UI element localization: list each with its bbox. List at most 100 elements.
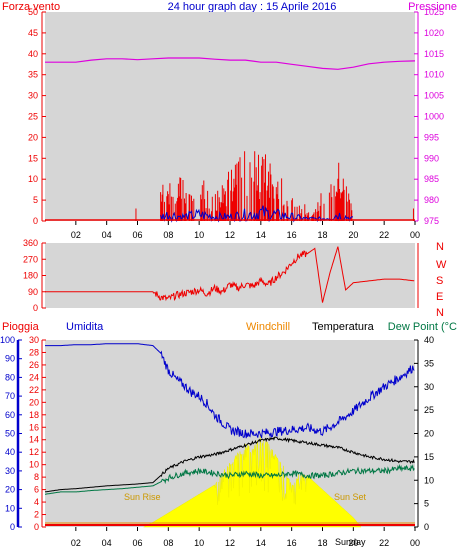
temperature-series — [44, 436, 415, 493]
wind-tick-label: 15 — [28, 153, 38, 163]
compass-label-e: E — [436, 291, 443, 303]
compass-label-n-bottom: N — [436, 307, 444, 319]
legend-temperature: Temperatura — [312, 321, 375, 333]
humidity-series — [45, 343, 415, 439]
time-tick-label: 22 — [379, 538, 389, 548]
sunrise-label: Sun Rise — [124, 492, 161, 502]
pressure-tick-label: 1025 — [424, 7, 444, 17]
direction-tick-label: 360 — [23, 238, 38, 248]
pressure-tick-label: 995 — [424, 132, 439, 142]
wind-axis-title: Forza vento — [2, 1, 60, 13]
time-tick-label: 06 — [132, 538, 142, 548]
pressure-tick-label: 1005 — [424, 91, 444, 101]
sunday-label: Sunday — [335, 537, 366, 547]
rain-tick-label: 10 — [29, 460, 39, 470]
temperature-tick-label: 35 — [424, 358, 434, 368]
compass-labels: N W S E N — [436, 241, 447, 319]
legend-dewpoint: Dew Point (°C — [388, 321, 457, 333]
time-tick-label: 20 — [348, 230, 358, 240]
humidity-tick-label: 70 — [5, 391, 15, 401]
humidity-tick-label: 60 — [5, 410, 15, 420]
direction-tick-label: 0 — [33, 303, 38, 313]
wind-tick-label: 0 — [33, 216, 38, 226]
time-tick-label: 02 — [71, 538, 81, 548]
rain-tick-label: 6 — [34, 485, 39, 495]
time-tick-label: 14 — [256, 230, 266, 240]
humidity-tick-label: 100 — [0, 335, 15, 345]
humidity-axis-ticks: 0 10 20 30 40 50 60 70 80 90 100 — [0, 335, 22, 532]
temperature-tick-label: 10 — [424, 475, 434, 485]
humidity-tick-label: 40 — [5, 447, 15, 457]
time-tick-label: 06 — [132, 230, 142, 240]
wind-tick-label: 5 — [33, 195, 38, 205]
time-axis-ticks-top: 02 04 06 08 10 12 14 16 18 20 22 00 — [71, 221, 420, 240]
humidity-tick-label: 90 — [5, 354, 15, 364]
direction-tick-label: 90 — [28, 287, 38, 297]
time-tick-label: 10 — [194, 230, 204, 240]
time-tick-label: 16 — [287, 538, 297, 548]
time-tick-label: 04 — [102, 538, 112, 548]
rain-tick-label: 0 — [34, 522, 39, 532]
legend-rain: Pioggia — [2, 321, 40, 333]
rain-tick-label: 22 — [29, 385, 39, 395]
pressure-tick-label: 1010 — [424, 70, 444, 80]
pressure-tick-label: 980 — [424, 195, 439, 205]
rain-tick-label: 20 — [29, 397, 39, 407]
wind-tick-label: 40 — [28, 49, 38, 59]
compass-label-n-top: N — [436, 241, 444, 253]
pressure-axis-ticks: 975 980 985 990 995 1000 1005 1010 1015 1020 1025 — [414, 7, 444, 226]
wind-axis-ticks: 0 5 10 15 20 25 30 35 40 45 50 — [28, 7, 46, 226]
wind-tick-label: 10 — [28, 174, 38, 184]
temperature-tick-label: 15 — [424, 452, 434, 462]
rain-tick-label: 16 — [29, 422, 39, 432]
time-tick-label: 18 — [317, 538, 327, 548]
time-tick-label: 00 — [410, 538, 420, 548]
temperature-axis-ticks: 0 5 10 15 20 25 30 35 40 — [414, 335, 434, 532]
rain-tick-label: 18 — [29, 410, 39, 420]
legend-humidity: Umidita — [66, 321, 104, 333]
chart-title: 24 hour graph day : 15 Aprile 2016 — [168, 1, 337, 13]
time-tick-label: 08 — [163, 538, 173, 548]
time-tick-label: 20 — [348, 538, 358, 548]
wind-tick-label: 35 — [28, 70, 38, 80]
time-tick-label: 14 — [256, 538, 266, 548]
humidity-tick-label: 80 — [5, 372, 15, 382]
sunset-label: Sun Set — [334, 492, 367, 502]
rain-tick-label: 2 — [34, 510, 39, 520]
rain-tick-label: 4 — [34, 497, 39, 507]
wind-direction-series — [45, 246, 415, 303]
time-axis-ticks-bottom: 02 04 06 08 10 12 14 16 18 20 22 00 — [71, 527, 420, 548]
time-tick-label: 04 — [102, 230, 112, 240]
humidity-tick-label: 30 — [5, 466, 15, 476]
time-tick-label: 02 — [71, 230, 81, 240]
pressure-tick-label: 1015 — [424, 49, 444, 59]
temperature-tick-label: 30 — [424, 382, 434, 392]
solar-radiation-series — [143, 435, 362, 528]
wind-gust-series — [135, 151, 414, 221]
pressure-tick-label: 1000 — [424, 112, 444, 122]
direction-tick-label: 180 — [23, 271, 38, 281]
time-tick-label: 12 — [225, 230, 235, 240]
wind-pressure-panel — [45, 12, 415, 221]
time-tick-label: 18 — [317, 230, 327, 240]
pressure-tick-label: 990 — [424, 153, 439, 163]
pressure-tick-label: 975 — [424, 216, 439, 226]
time-tick-label: 12 — [225, 538, 235, 548]
wind-tick-label: 45 — [28, 28, 38, 38]
rain-tick-label: 8 — [34, 472, 39, 482]
humidity-tick-label: 0 — [10, 522, 15, 532]
rain-tick-label: 28 — [29, 347, 39, 357]
temperature-tick-label: 25 — [424, 405, 434, 415]
wind-tick-label: 20 — [28, 132, 38, 142]
compass-label-s: S — [436, 275, 443, 287]
rain-tick-label: 26 — [29, 360, 39, 370]
pressure-axis-title: Pressione — [408, 1, 457, 13]
temperature-tick-label: 0 — [424, 522, 429, 532]
time-tick-label: 10 — [194, 538, 204, 548]
legend-windchill: Windchill — [246, 321, 290, 333]
rain-tick-label: 30 — [29, 335, 39, 345]
humidity-tick-label: 50 — [5, 429, 15, 439]
wind-direction-panel — [45, 243, 415, 308]
